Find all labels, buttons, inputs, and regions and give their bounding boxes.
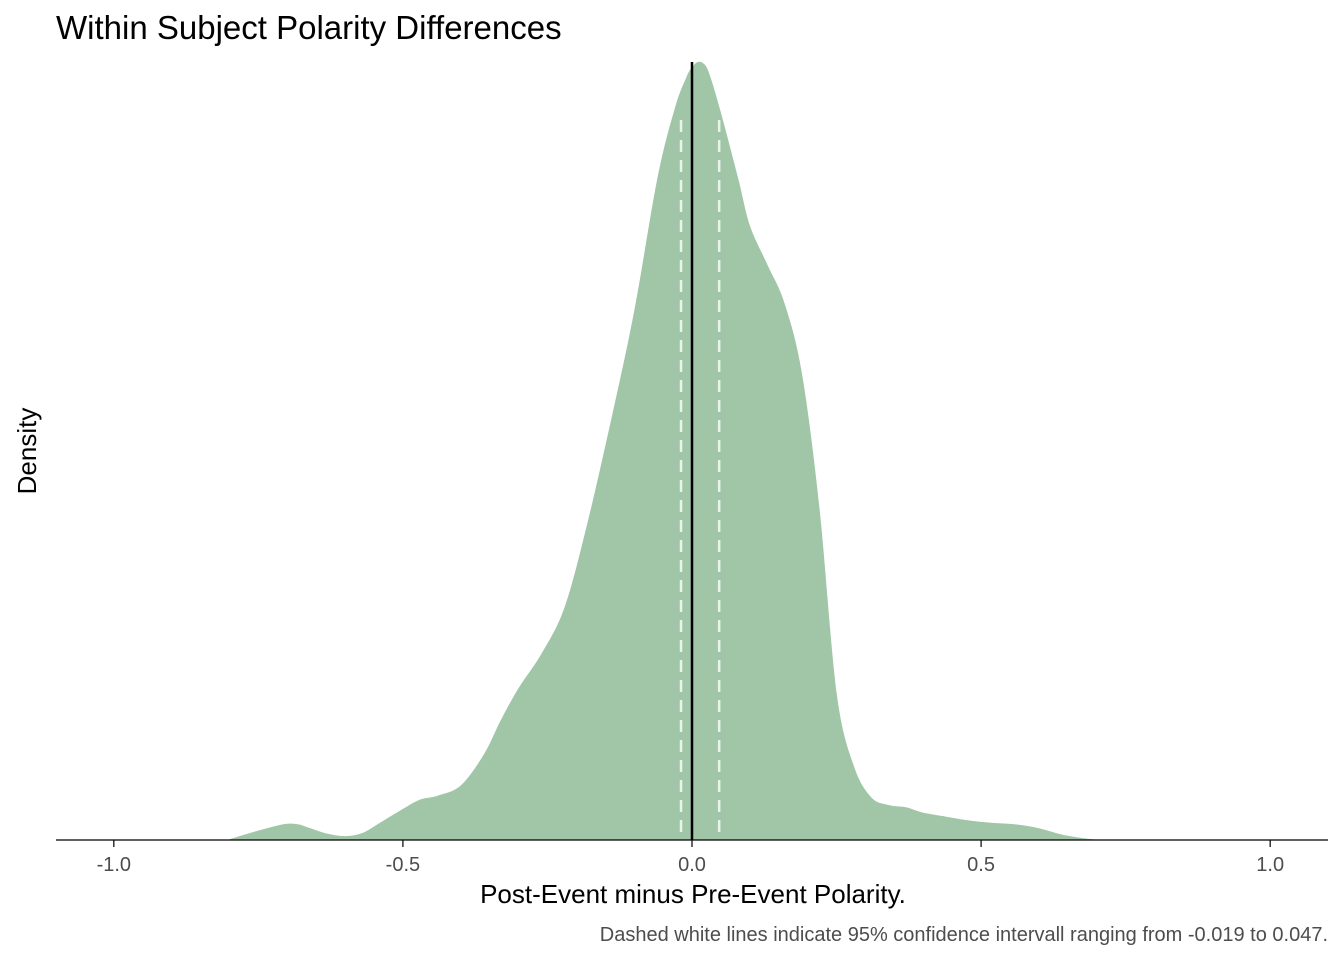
x-tick-label: 0.0 <box>678 854 706 876</box>
x-axis-label: Post-Event minus Pre-Event Polarity. <box>480 879 906 909</box>
chart-title: Within Subject Polarity Differences <box>56 9 562 46</box>
x-tick-label: -0.5 <box>386 854 420 876</box>
y-axis-label: Density <box>12 408 42 495</box>
x-axis-ticks: -1.0 -0.5 0.0 0.5 1.0 <box>97 840 1284 876</box>
x-tick-label: -1.0 <box>97 854 131 876</box>
chart-caption: Dashed white lines indicate 95% confiden… <box>600 924 1328 946</box>
density-area <box>229 61 1103 840</box>
x-tick-label: 0.5 <box>967 854 995 876</box>
x-tick-label: 1.0 <box>1256 854 1284 876</box>
